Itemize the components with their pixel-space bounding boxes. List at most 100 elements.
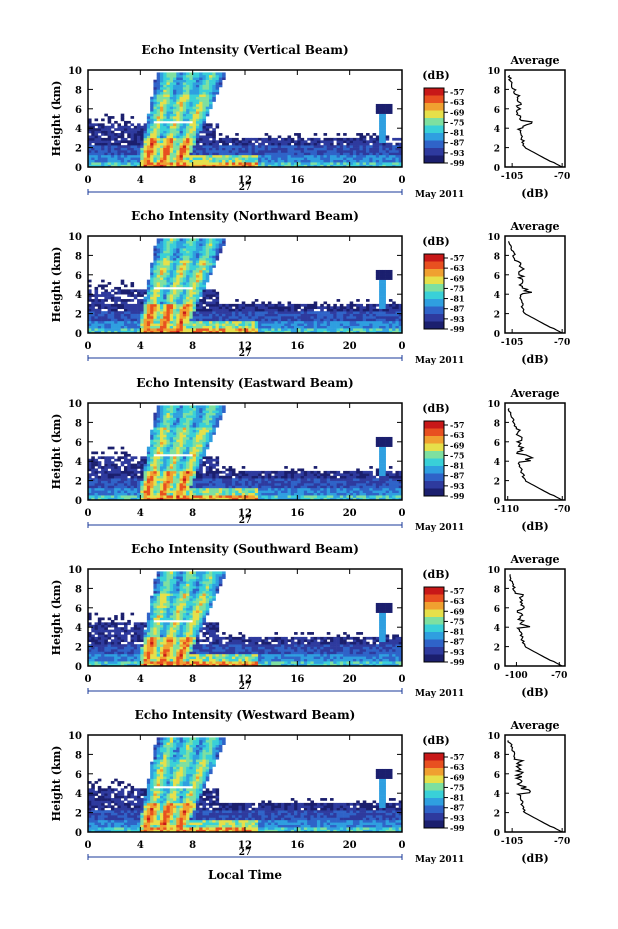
heatmap-cell (140, 480, 144, 484)
heatmap-cell (205, 133, 210, 136)
heatmap-cell (146, 133, 151, 136)
heatmap-cell (261, 303, 265, 307)
heatmap-cell (123, 325, 128, 329)
colorbar-segment (424, 299, 444, 307)
heatmap-cell (395, 303, 400, 307)
heatmap-cell (189, 238, 193, 242)
heatmap-cell (379, 299, 383, 302)
heatmap-cell (133, 473, 138, 477)
heatmap-cell (375, 323, 380, 327)
heatmap-cell (284, 137, 288, 141)
heatmap-cell (110, 294, 115, 297)
heatmap-cell (372, 154, 377, 158)
heatmap-cell (107, 328, 112, 331)
heatmap-cell (166, 82, 171, 85)
heatmap-cell (195, 140, 200, 144)
heatmap-cell (192, 320, 197, 324)
heatmap-cell (326, 142, 331, 146)
heatmap-cell (163, 113, 167, 117)
heatmap-cell (123, 154, 128, 158)
heatmap-cell (248, 142, 252, 146)
heatmap-cell (205, 328, 210, 331)
heatmap-cell (153, 323, 157, 327)
heatmap-cell (156, 456, 161, 460)
heatmap-cell (205, 99, 210, 102)
heatmap-cell (307, 318, 311, 322)
heatmap-cell (349, 142, 354, 146)
heatmap-cell (199, 289, 203, 293)
heatmap-cell (176, 267, 180, 271)
heatmap-cell (195, 407, 200, 411)
heatmap-cell (192, 323, 197, 327)
heatmap-cell (352, 323, 357, 327)
heatmap-cell (251, 330, 256, 334)
heatmap-cell (127, 289, 131, 293)
heatmap-cell (117, 142, 122, 146)
heatmap-cell (222, 150, 226, 153)
heatmap-cell (218, 303, 223, 307)
heatmap-cell (107, 128, 112, 131)
heatmap-cell (235, 475, 239, 479)
heatmap-cell (189, 434, 193, 438)
heatmap-cell (280, 142, 285, 146)
heatmap-cell (182, 444, 187, 447)
heatmap-cell (251, 320, 256, 324)
heatmap-cell (146, 128, 151, 131)
heatmap-cell (366, 159, 370, 163)
heatmap-cell (205, 478, 210, 481)
heatmap-cell (385, 311, 390, 314)
heatmap-cell (199, 74, 203, 78)
heatmap-cell (179, 449, 184, 452)
heatmap-cell (202, 238, 207, 242)
heatmap-cell (212, 407, 216, 411)
heatmap-cell (199, 250, 203, 254)
heatmap-cell (284, 306, 288, 310)
heatmap-cell (114, 480, 118, 484)
heatmap-cell (192, 260, 197, 263)
heatmap-cell (156, 313, 161, 317)
heatmap-cell (176, 89, 180, 93)
heatmap-cell (189, 265, 193, 268)
heatmap-cell (127, 308, 131, 312)
heatmap-cell (392, 303, 396, 307)
heatmap-cell (110, 311, 115, 314)
heatmap-cell (336, 133, 341, 136)
heatmap-cell (218, 318, 223, 322)
heatmap-cell (310, 330, 314, 334)
heatmap-cell (398, 330, 403, 334)
heatmap-cell (254, 157, 259, 161)
heatmap-cell (333, 164, 337, 168)
heatmap-cell (166, 74, 171, 78)
heatmap-cell (218, 84, 223, 88)
heatmap-cell (192, 274, 197, 278)
heatmap-cell (173, 130, 177, 134)
heatmap-cell (186, 238, 190, 242)
heatmap-cell (238, 490, 243, 494)
heatmap-cell (300, 157, 305, 161)
heatmap-cell (176, 128, 180, 131)
heatmap-cell (284, 150, 288, 153)
heatmap-cell (231, 468, 236, 472)
heatmap-cell (307, 154, 311, 158)
heatmap-cell (137, 308, 141, 312)
heatmap-cell (199, 84, 203, 88)
heatmap-cell (241, 318, 246, 322)
heatmap-cell (215, 145, 220, 148)
heatmap-cell (280, 152, 285, 156)
heatmap-cell (140, 468, 144, 472)
heatmap-cell (150, 265, 154, 268)
heatmap-cell (146, 294, 151, 297)
heatmap-cell (127, 150, 131, 153)
heatmap-cell (392, 318, 396, 322)
heatmap-cell (114, 147, 118, 151)
heatmap-cell (388, 313, 393, 317)
heatmap-cell (120, 303, 125, 307)
heatmap-cell (143, 154, 148, 158)
heatmap-cell (140, 142, 144, 146)
heatmap-cell (110, 461, 115, 464)
heatmap-cell (202, 323, 207, 327)
heatmap-cell (369, 318, 373, 322)
heatmap-cell (202, 260, 207, 263)
heatmap-cell (159, 111, 164, 114)
